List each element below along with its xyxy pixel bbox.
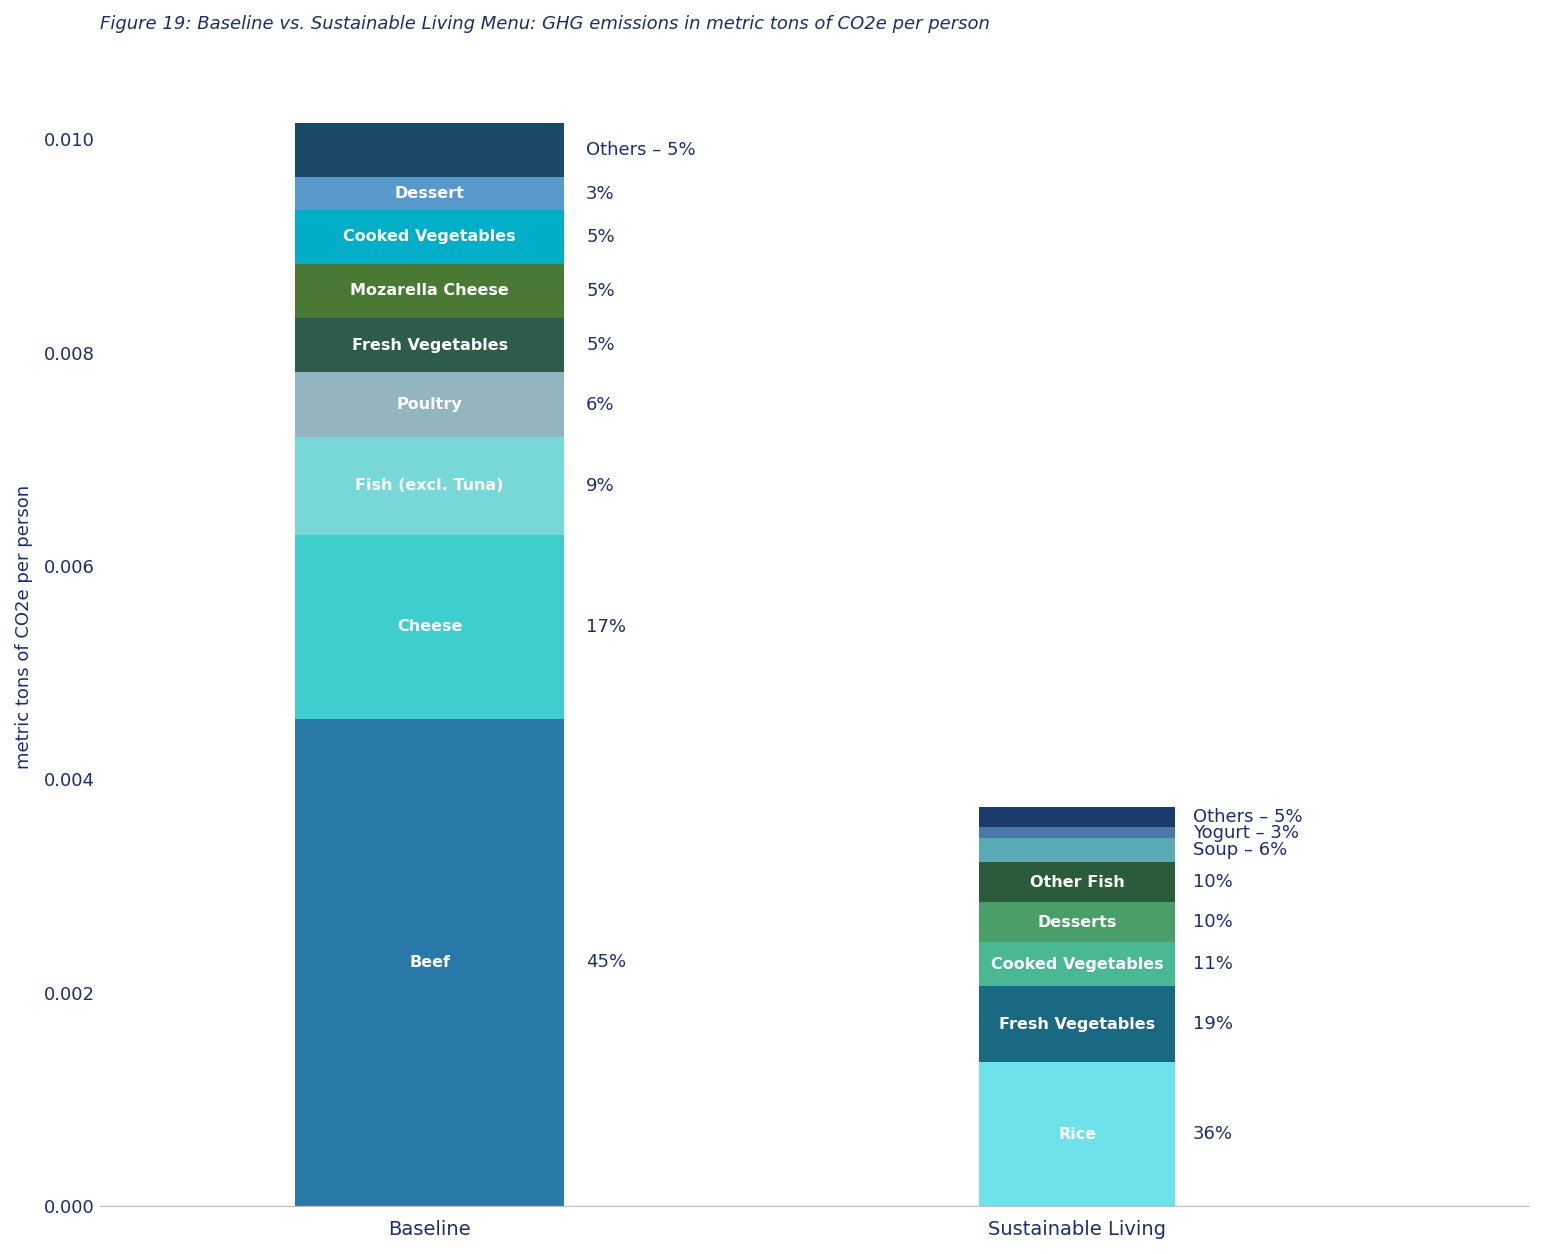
- Text: 19%: 19%: [1194, 1016, 1234, 1033]
- Text: 6%: 6%: [587, 396, 615, 414]
- Text: 5%: 5%: [587, 282, 615, 300]
- Bar: [295, 263, 564, 319]
- Text: 10%: 10%: [1194, 913, 1232, 932]
- Bar: [295, 123, 564, 177]
- Text: Fish (excl. Tuna): Fish (excl. Tuna): [355, 479, 503, 493]
- Text: 17%: 17%: [587, 618, 625, 636]
- Text: Others – 5%: Others – 5%: [1194, 808, 1303, 825]
- Text: Mozarella Cheese: Mozarella Cheese: [350, 283, 510, 298]
- Text: Cheese: Cheese: [397, 619, 463, 635]
- Bar: [295, 534, 564, 719]
- Bar: [979, 839, 1175, 863]
- Text: 10%: 10%: [1194, 874, 1232, 892]
- Bar: [979, 903, 1175, 943]
- Bar: [979, 806, 1175, 826]
- Text: 11%: 11%: [1194, 956, 1234, 973]
- Text: Other Fish: Other Fish: [1030, 875, 1124, 890]
- Bar: [295, 719, 564, 1206]
- Text: Yogurt – 3%: Yogurt – 3%: [1194, 824, 1299, 841]
- Text: Soup – 6%: Soup – 6%: [1194, 841, 1288, 859]
- Text: Dessert: Dessert: [395, 186, 465, 201]
- Y-axis label: metric tons of CO2e per person: metric tons of CO2e per person: [15, 485, 32, 770]
- Bar: [295, 438, 564, 534]
- Bar: [295, 319, 564, 372]
- Text: Cooked Vegetables: Cooked Vegetables: [343, 229, 516, 245]
- Text: 5%: 5%: [587, 336, 615, 354]
- Text: Rice: Rice: [1058, 1126, 1096, 1141]
- Text: Beef: Beef: [409, 956, 451, 969]
- Text: Others – 5%: Others – 5%: [587, 142, 696, 159]
- Bar: [295, 372, 564, 438]
- Text: Desserts: Desserts: [1038, 915, 1116, 930]
- Bar: [295, 209, 564, 263]
- Bar: [979, 1062, 1175, 1206]
- Text: Fresh Vegetables: Fresh Vegetables: [352, 337, 508, 352]
- Text: Cooked Vegetables: Cooked Vegetables: [991, 957, 1163, 972]
- Bar: [295, 177, 564, 209]
- Bar: [979, 987, 1175, 1062]
- Text: 9%: 9%: [587, 477, 615, 495]
- Text: 45%: 45%: [587, 953, 627, 972]
- Text: 3%: 3%: [587, 184, 615, 203]
- Text: 5%: 5%: [587, 228, 615, 246]
- Text: Fresh Vegetables: Fresh Vegetables: [999, 1017, 1155, 1032]
- Bar: [979, 943, 1175, 987]
- Text: Poultry: Poultry: [397, 398, 463, 413]
- Text: Figure 19: Baseline vs. Sustainable Living Menu: GHG emissions in metric tons of: Figure 19: Baseline vs. Sustainable Livi…: [100, 15, 990, 33]
- Bar: [979, 863, 1175, 903]
- Text: 36%: 36%: [1194, 1125, 1234, 1144]
- Bar: [979, 826, 1175, 839]
